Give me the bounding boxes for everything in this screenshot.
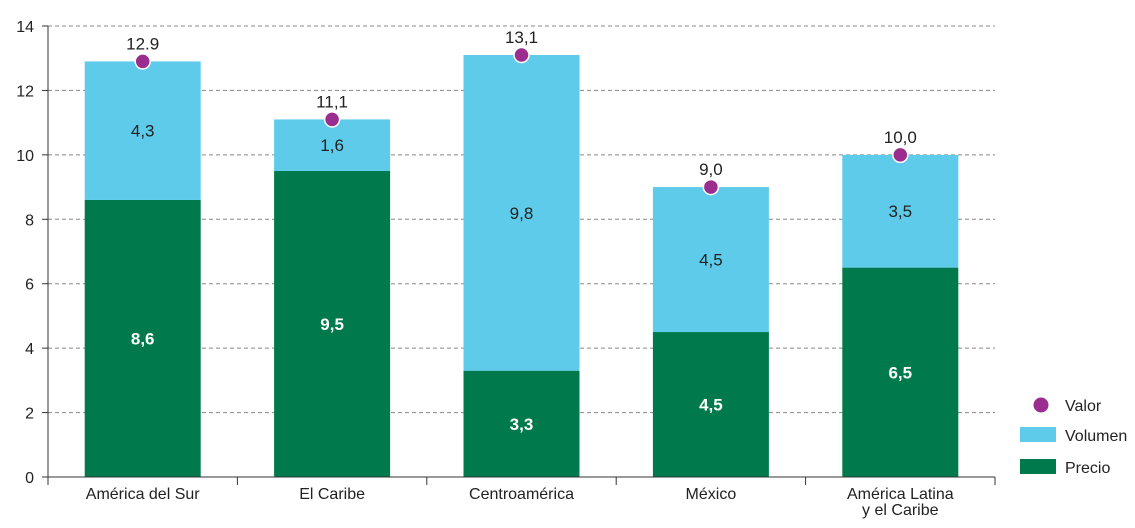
x-tick-label: El Caribe: [299, 486, 365, 503]
y-tick-label: 0: [25, 470, 34, 487]
y-tick-label: 14: [16, 19, 34, 36]
y-tick-label: 8: [25, 212, 34, 229]
bar-precio: [842, 267, 959, 477]
bar-volumen: [842, 154, 959, 268]
bar-precio: [652, 332, 769, 477]
x-tick-label: Centroamérica: [469, 486, 574, 503]
data-label-precio: 6,5: [888, 363, 912, 382]
marker-valor: [323, 111, 341, 128]
data-label-precio: 9,5: [320, 315, 344, 334]
legend-swatch-valor: [1033, 397, 1049, 413]
data-label-volumen: 4,5: [699, 251, 723, 270]
legend: Valor Volumen Precio: [1020, 397, 1127, 477]
bar-precio: [463, 370, 580, 477]
bar-volumen: [274, 119, 391, 171]
data-label-precio: 4,5: [699, 396, 723, 415]
valor-markers: [134, 46, 909, 196]
legend-swatch-precio: [1020, 459, 1056, 474]
x-tick-label: América Latina y el Caribe: [847, 486, 954, 519]
legend-label-volumen: Volumen: [1065, 428, 1127, 445]
bars: [84, 54, 959, 477]
marker-valor: [892, 146, 909, 164]
marker-valor: [134, 53, 151, 70]
bar-volumen: [652, 187, 769, 333]
legend-label-precio: Precio: [1065, 460, 1110, 477]
marker-valor: [513, 46, 530, 64]
x-tick-label: México: [686, 486, 737, 503]
legend-label-valor: Valor: [1065, 398, 1102, 415]
y-tick-label: 2: [25, 406, 34, 423]
marker-valor: [702, 178, 720, 196]
y-tick-label: 10: [16, 148, 34, 165]
data-label-valor: 12.9: [126, 34, 159, 53]
legend-swatch-volumen: [1020, 427, 1056, 442]
data-label-volumen: 9,8: [510, 204, 534, 223]
data-label-valor: 11,1: [316, 92, 348, 111]
axes: 0 2 4 6 8 10 12 14 América del Sur El Caribe Centr…: [16, 19, 996, 519]
data-label-valor: 10,0: [884, 128, 917, 147]
data-label-volumen: 1,6: [320, 136, 344, 155]
data-labels: 8,6 4,3 12.9 9,5 1,6 11,1 3,3 9,8 13,1 4,5 4,5 9,0 6…: [126, 28, 917, 434]
data-label-precio: 3,3: [510, 415, 534, 434]
x-tick-label: América del Sur: [86, 486, 200, 503]
data-label-volumen: 4,3: [131, 122, 155, 141]
data-label-precio: 8,6: [131, 329, 155, 348]
data-label-valor: 13,1: [505, 28, 538, 47]
y-tick-label: 12: [16, 83, 34, 100]
y-tick-label: 6: [25, 277, 34, 294]
y-tick-label: 4: [25, 341, 34, 358]
bar-precio: [84, 199, 201, 477]
gridlines: [48, 25, 995, 414]
data-label-valor: 9,0: [699, 160, 723, 179]
bar-volumen: [84, 61, 201, 200]
bar-volumen: [463, 54, 580, 371]
bar-precio: [274, 170, 391, 477]
data-label-volumen: 3,5: [888, 202, 912, 221]
